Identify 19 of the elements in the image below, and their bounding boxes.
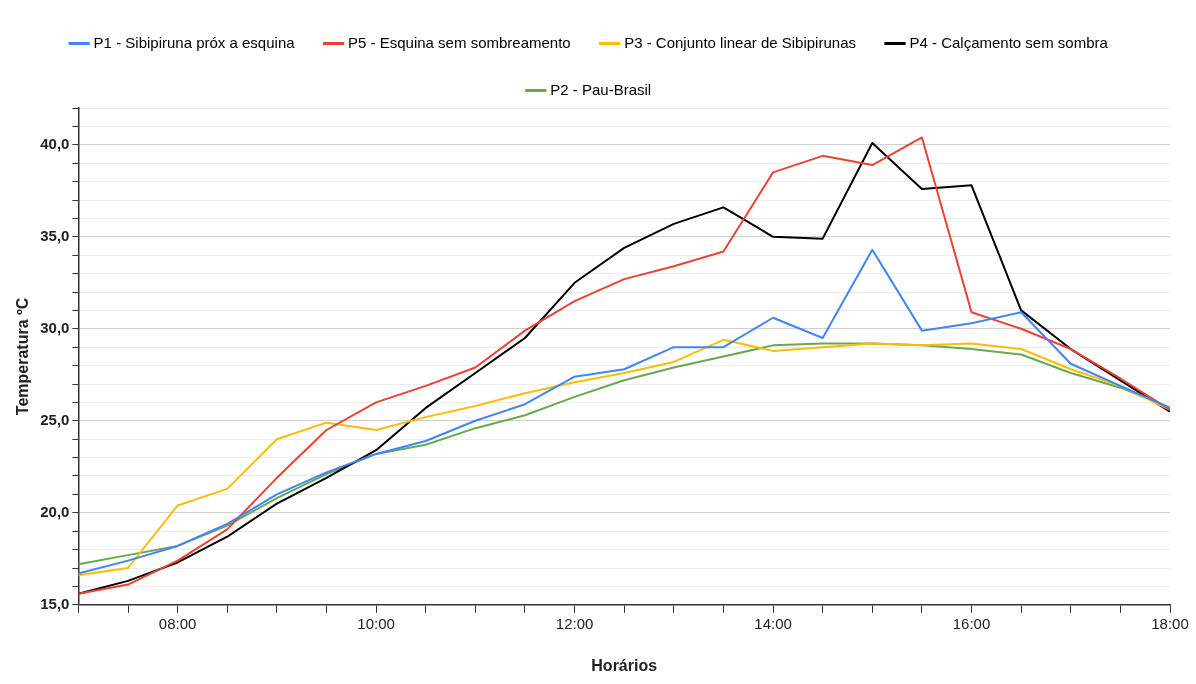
- y-tick-label: 30,0: [40, 318, 70, 336]
- legend-label: P4 - Calçamento sem sombra: [909, 33, 1109, 51]
- x-tick-label: 18:00: [1151, 614, 1189, 632]
- x-tick-label: 14:00: [754, 614, 792, 632]
- legend-label: P1 - Sibipiruna próx a esquina: [93, 33, 296, 51]
- legend-label: P2 - Pau-Brasil: [550, 80, 652, 98]
- x-axis-title: Horários: [591, 656, 658, 674]
- x-tick-label: 16:00: [952, 614, 991, 632]
- y-tick-label: 35,0: [40, 226, 70, 244]
- x-tick-label: 12:00: [555, 614, 594, 632]
- y-tick-label: 15,0: [40, 594, 70, 612]
- x-tick-label: 10:00: [357, 614, 395, 632]
- legend-label: P5 - Esquina sem sombreamento: [348, 33, 571, 51]
- y-tick-label: 25,0: [40, 410, 70, 428]
- legend-label: P3 - Conjunto linear de Sibipirunas: [624, 33, 856, 51]
- y-tick-label: 40,0: [40, 134, 70, 152]
- y-tick-label: 20,0: [40, 502, 70, 520]
- y-axis-title: Temperatura ºC: [14, 297, 32, 416]
- x-tick-label: 08:00: [158, 614, 197, 632]
